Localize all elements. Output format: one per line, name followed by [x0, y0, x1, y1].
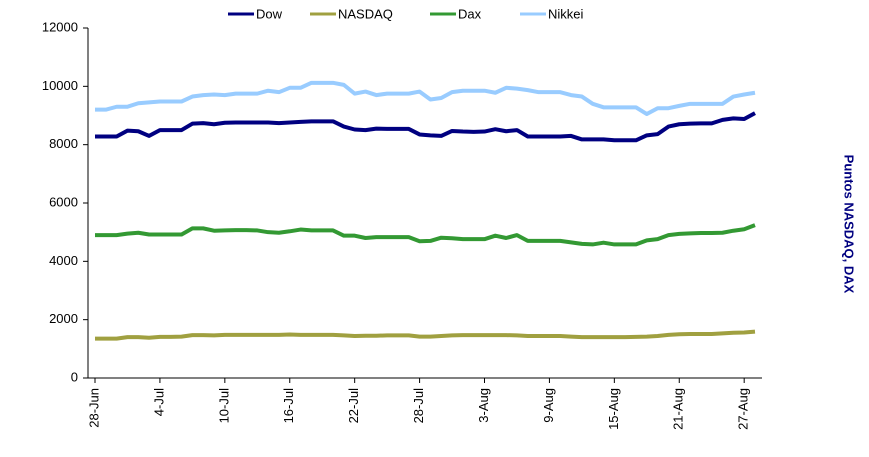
x-tick-label: 10-Jul [216, 388, 231, 424]
y-axis-label: Puntos NASDAQ, DAX [842, 155, 857, 294]
data-line [95, 223, 756, 247]
legend-label: Dax [458, 6, 482, 21]
y-tick-label: 2000 [49, 311, 78, 326]
data-line [95, 80, 756, 117]
y-tick-label: 8000 [49, 136, 78, 151]
x-tick-label: 22-Jul [346, 388, 361, 424]
x-tick-label: 28-Jul [411, 388, 426, 424]
legend-label: NASDAQ [338, 6, 393, 21]
x-tick-label: 3-Aug [476, 388, 491, 423]
x-tick-label: 27-Aug [736, 388, 751, 430]
x-tick-label: 9-Aug [541, 388, 556, 423]
x-tick-label: 28-Jun [86, 388, 101, 428]
x-tick-label: 16-Jul [281, 388, 296, 424]
x-tick-label: 15-Aug [606, 388, 621, 430]
y-tick-label: 12000 [42, 19, 78, 34]
x-tick-label: 21-Aug [671, 388, 686, 430]
y-tick-label: 6000 [49, 194, 78, 209]
legend-label: Nikkei [548, 6, 584, 21]
y-tick-label: 4000 [49, 253, 78, 268]
legend-label: Dow [256, 6, 283, 21]
y-tick-label: 10000 [42, 78, 78, 93]
data-line [95, 329, 756, 341]
y-tick-label: 0 [71, 369, 78, 384]
data-line [95, 111, 756, 143]
x-tick-label: 4-Jul [151, 388, 166, 416]
